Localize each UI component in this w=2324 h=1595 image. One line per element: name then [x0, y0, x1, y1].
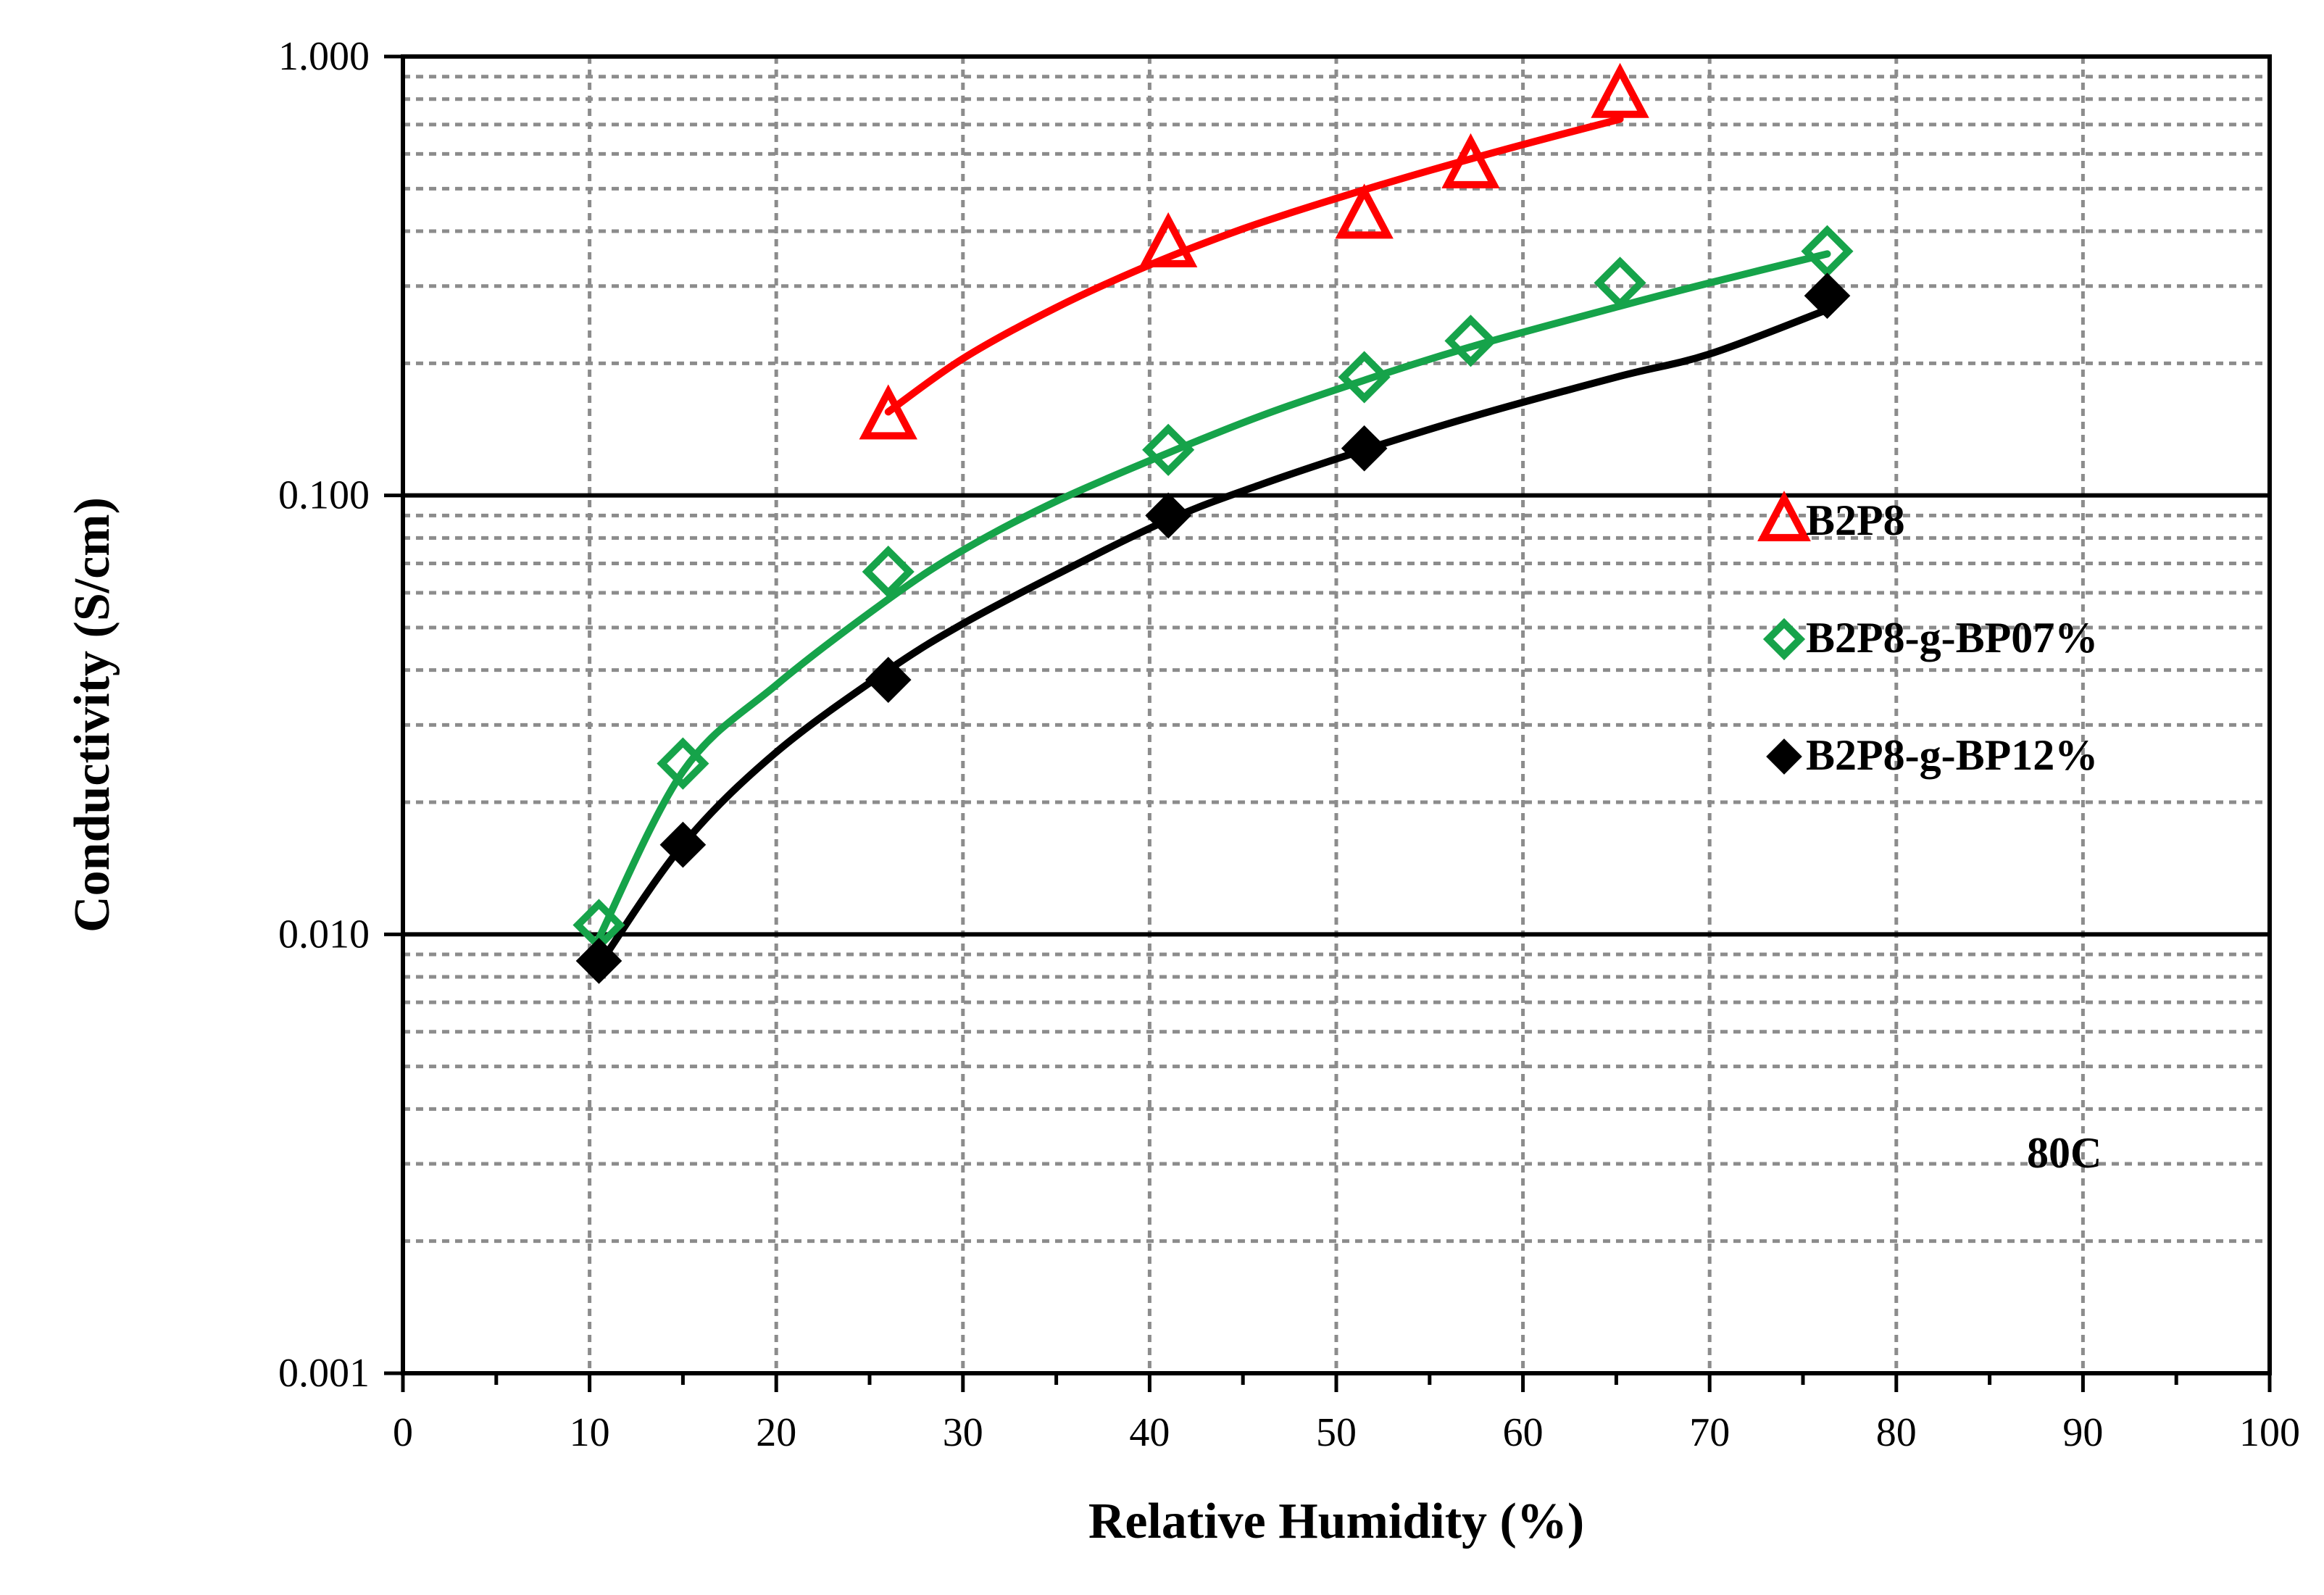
data-point-series-3: [659, 821, 707, 868]
fit-line-series-1: [884, 115, 1624, 416]
x-tick-label: 100: [2239, 1410, 2300, 1455]
y-tick-label: 0.010: [278, 912, 370, 957]
x-tick-label: 90: [2062, 1410, 2103, 1455]
major-gridlines: [403, 493, 2270, 937]
data-point-series-1: [1138, 212, 1198, 267]
x-axis-title: Relative Humidity (%): [1088, 1494, 1584, 1549]
x-axis-tick-labels: 0 10 20 30 40 50 60 70 80 90 100: [393, 1410, 2300, 1455]
legend-label-series-2: B2P8-g-BP07%: [1806, 614, 2098, 662]
x-tick-label: 60: [1503, 1410, 1544, 1455]
x-tick-label: 80: [1876, 1410, 1917, 1455]
data-point-series-2: [1338, 351, 1391, 404]
axis-ticks: [384, 54, 2272, 1392]
data-markers: [572, 62, 1854, 984]
legend-label-series-3: B2P8-g-BP12%: [1806, 731, 2098, 779]
data-point-series-3: [1341, 425, 1388, 472]
legend-label-series-1: B2P8: [1806, 496, 1905, 544]
y-tick-label: 1.000: [278, 34, 370, 79]
x-tick-label: 50: [1316, 1410, 1357, 1455]
legend-marker-series-3: [1766, 738, 1802, 775]
data-point-series-1: [1441, 133, 1500, 188]
x-tick-label: 10: [570, 1410, 610, 1455]
x-tick-label: 20: [756, 1410, 796, 1455]
y-axis-tick-labels: 0.001 0.010 0.100 1.000: [278, 34, 370, 1396]
data-point-series-2: [1142, 423, 1195, 476]
y-axis-title: Conductivity (S/cm): [64, 497, 120, 933]
legend: B2P8 B2P8-g-BP07% B2P8-g-BP12%: [1757, 491, 2098, 779]
data-point-series-1: [1591, 62, 1649, 118]
data-point-series-2: [657, 737, 709, 790]
data-point-series-3: [1145, 492, 1191, 539]
y-tick-label: 0.100: [278, 473, 370, 518]
minor-gridlines: [403, 57, 2270, 1373]
x-tick-label: 0: [393, 1410, 413, 1455]
data-point-series-1: [1335, 183, 1394, 239]
temperature-annotation: 80C: [2027, 1129, 2102, 1177]
legend-marker-series-2: [1762, 617, 1806, 661]
x-tick-label: 70: [1689, 1410, 1730, 1455]
data-point-series-2: [862, 545, 915, 599]
data-point-series-3: [1804, 272, 1851, 320]
data-point-series-2: [1444, 315, 1497, 367]
legend-marker-series-1: [1757, 491, 1811, 541]
data-point-series-3: [865, 657, 912, 704]
data-point-series-1: [859, 384, 917, 440]
data-point-series-2: [1594, 257, 1646, 309]
x-tick-label: 40: [1129, 1410, 1170, 1455]
data-point-series-3: [575, 938, 622, 984]
y-tick-label: 0.001: [278, 1351, 370, 1396]
x-tick-label: 30: [943, 1410, 983, 1455]
data-point-series-2: [1801, 225, 1854, 278]
